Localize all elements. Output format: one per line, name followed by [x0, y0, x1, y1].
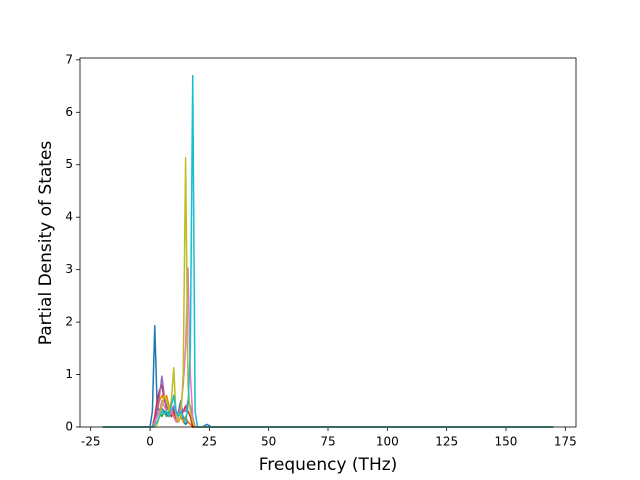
y-tick-label: 1 [65, 367, 73, 381]
x-tick-label: 125 [435, 435, 458, 449]
pdos-line [102, 74, 554, 428]
x-tick-label: 150 [495, 435, 518, 449]
x-tick-label: 75 [320, 435, 335, 449]
y-tick-label: 3 [65, 262, 73, 276]
y-tick-label: 7 [65, 52, 73, 66]
x-tick-label: 50 [261, 435, 276, 449]
y-tick-label: 5 [65, 157, 73, 171]
plot-frame [79, 57, 577, 428]
y-tick-label: 0 [65, 420, 73, 434]
x-tick-label: 0 [146, 435, 154, 449]
y-tick-label: 2 [65, 315, 73, 329]
x-tick-label: 25 [202, 435, 217, 449]
x-tick-label: 100 [376, 435, 399, 449]
y-tick-label: 6 [65, 105, 73, 119]
y-tick-label: 4 [65, 210, 73, 224]
x-axis-label: Frequency (THz) [259, 455, 398, 475]
pdos-line [102, 375, 554, 428]
x-tick-label: -25 [81, 435, 101, 449]
x-tick-label: 175 [554, 435, 577, 449]
pdos-line [102, 157, 554, 428]
y-axis-label: Partial Density of States [36, 141, 56, 346]
